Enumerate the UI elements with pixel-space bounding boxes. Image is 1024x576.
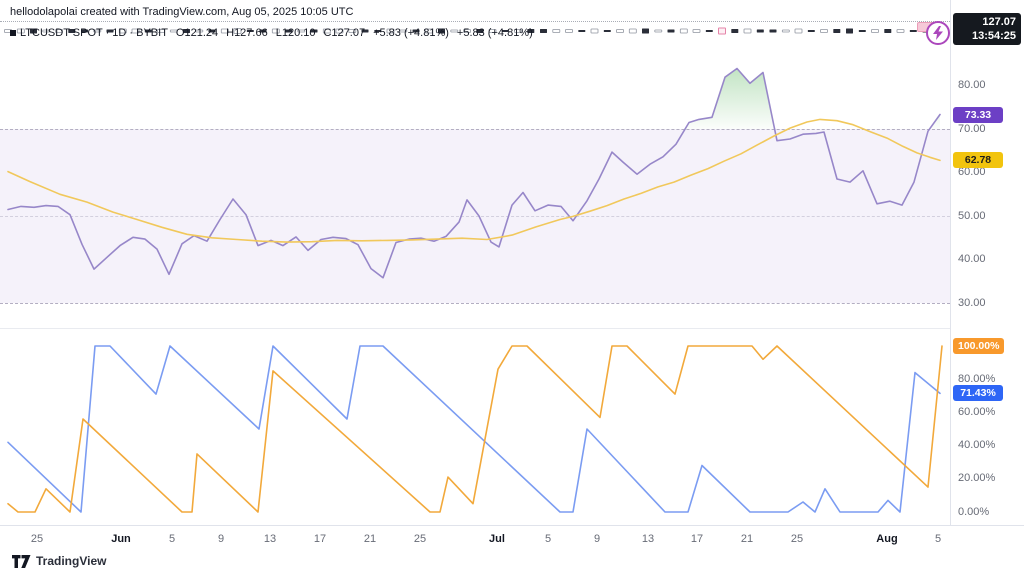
time-label-day: 13 <box>263 533 277 545</box>
value-badge: 73.33 <box>953 106 1003 123</box>
symbol-legend[interactable]: LTCUSDT SPOT · 1D · BYBIT O121.24 H127.6… <box>10 27 541 39</box>
last-price-dotted-line <box>0 21 950 22</box>
value-badge: 71.43% <box>953 385 1003 402</box>
value-badge: 62.78 <box>953 152 1003 169</box>
gridline-70 <box>0 129 950 130</box>
ohlc-open: O121.24 <box>175 27 219 39</box>
time-label-month: Jun <box>111 533 131 545</box>
last-price-time: 13:54:25 <box>971 30 1016 42</box>
time-label-day: 5 <box>168 533 176 545</box>
lower-orange-line <box>7 345 943 513</box>
axis-tick-label: 80.00% <box>958 372 996 385</box>
time-label-day: 17 <box>690 533 704 545</box>
time-axis[interactable]: 25 Jun 5 9 13 17 21 25 Jul 5 9 13 17 21 25 Aug 5 <box>0 526 1024 550</box>
main-purple-line <box>7 67 941 279</box>
axis-tick-label: 70.00 <box>958 122 986 135</box>
time-label-day: 25 <box>413 533 427 545</box>
time-label-month: Jul <box>489 533 505 545</box>
value-badge: 100.00% <box>953 338 1005 354</box>
lower-blue-line <box>7 345 941 513</box>
lightning-icon <box>933 26 943 40</box>
symbol-bullet-icon <box>10 30 16 36</box>
axis-tick-label: 80.00 <box>958 79 986 91</box>
time-label-day: 5 <box>934 533 942 545</box>
time-axis-separator <box>0 525 1024 526</box>
time-label-day: 25 <box>790 533 804 545</box>
time-label-month: Aug <box>876 533 898 545</box>
main-yellow-line <box>7 118 941 243</box>
panel-separator[interactable] <box>0 328 950 329</box>
time-label-day: 9 <box>217 533 225 545</box>
axis-tick-label: 40.00% <box>958 439 996 452</box>
attribution-text: hellodolapolai created with TradingView.… <box>10 6 354 18</box>
axis-tick-label: 0.00% <box>958 505 990 518</box>
gridline-30 <box>0 303 950 304</box>
price-change: +5.83 (+4.81%) <box>373 27 449 39</box>
tradingview-logo[interactable]: TradingView <box>12 554 106 568</box>
overbought-fill <box>685 68 940 129</box>
last-price-value: 127.07 <box>982 16 1016 28</box>
time-label-day: 5 <box>544 533 552 545</box>
last-price-badge: 127.07 13:54:25 <box>953 13 1021 45</box>
lightning-button[interactable] <box>926 21 950 45</box>
gridline-50 <box>0 216 950 217</box>
axis-tick-label: 60.00 <box>958 166 986 178</box>
symbol-title: LTCUSDT SPOT · 1D · BYBIT <box>20 27 168 39</box>
time-label-day: 13 <box>641 533 655 545</box>
ohlc-high: H127.66 <box>226 27 268 39</box>
price-axis-separator <box>950 0 951 525</box>
ohlc-low: L120.10 <box>275 27 316 39</box>
axis-tick-label: 20.00% <box>958 472 996 485</box>
axis-tick-label: 40.00 <box>958 253 986 265</box>
time-label-day: 25 <box>30 533 44 545</box>
time-label-day: 9 <box>593 533 601 545</box>
ohlc-close: C127.07 <box>323 27 366 39</box>
tradingview-logo-icon <box>12 554 31 568</box>
axis-tick-label: 50.00 <box>958 209 986 222</box>
time-label-day: 21 <box>363 533 377 545</box>
axis-tick-label: 60.00% <box>958 405 996 418</box>
time-label-day: 17 <box>313 533 327 545</box>
tradingview-logo-text: TradingView <box>36 554 107 568</box>
price-axis[interactable]: 127.07 13:54:25 90.0080.0070.0060.0050.0… <box>950 0 1024 525</box>
axis-tick-label: 30.00 <box>958 296 986 309</box>
indicator-lines <box>7 67 943 513</box>
price-change-secondary: +5.83 (+4.81%) <box>456 27 533 39</box>
time-label-day: 21 <box>740 533 754 545</box>
